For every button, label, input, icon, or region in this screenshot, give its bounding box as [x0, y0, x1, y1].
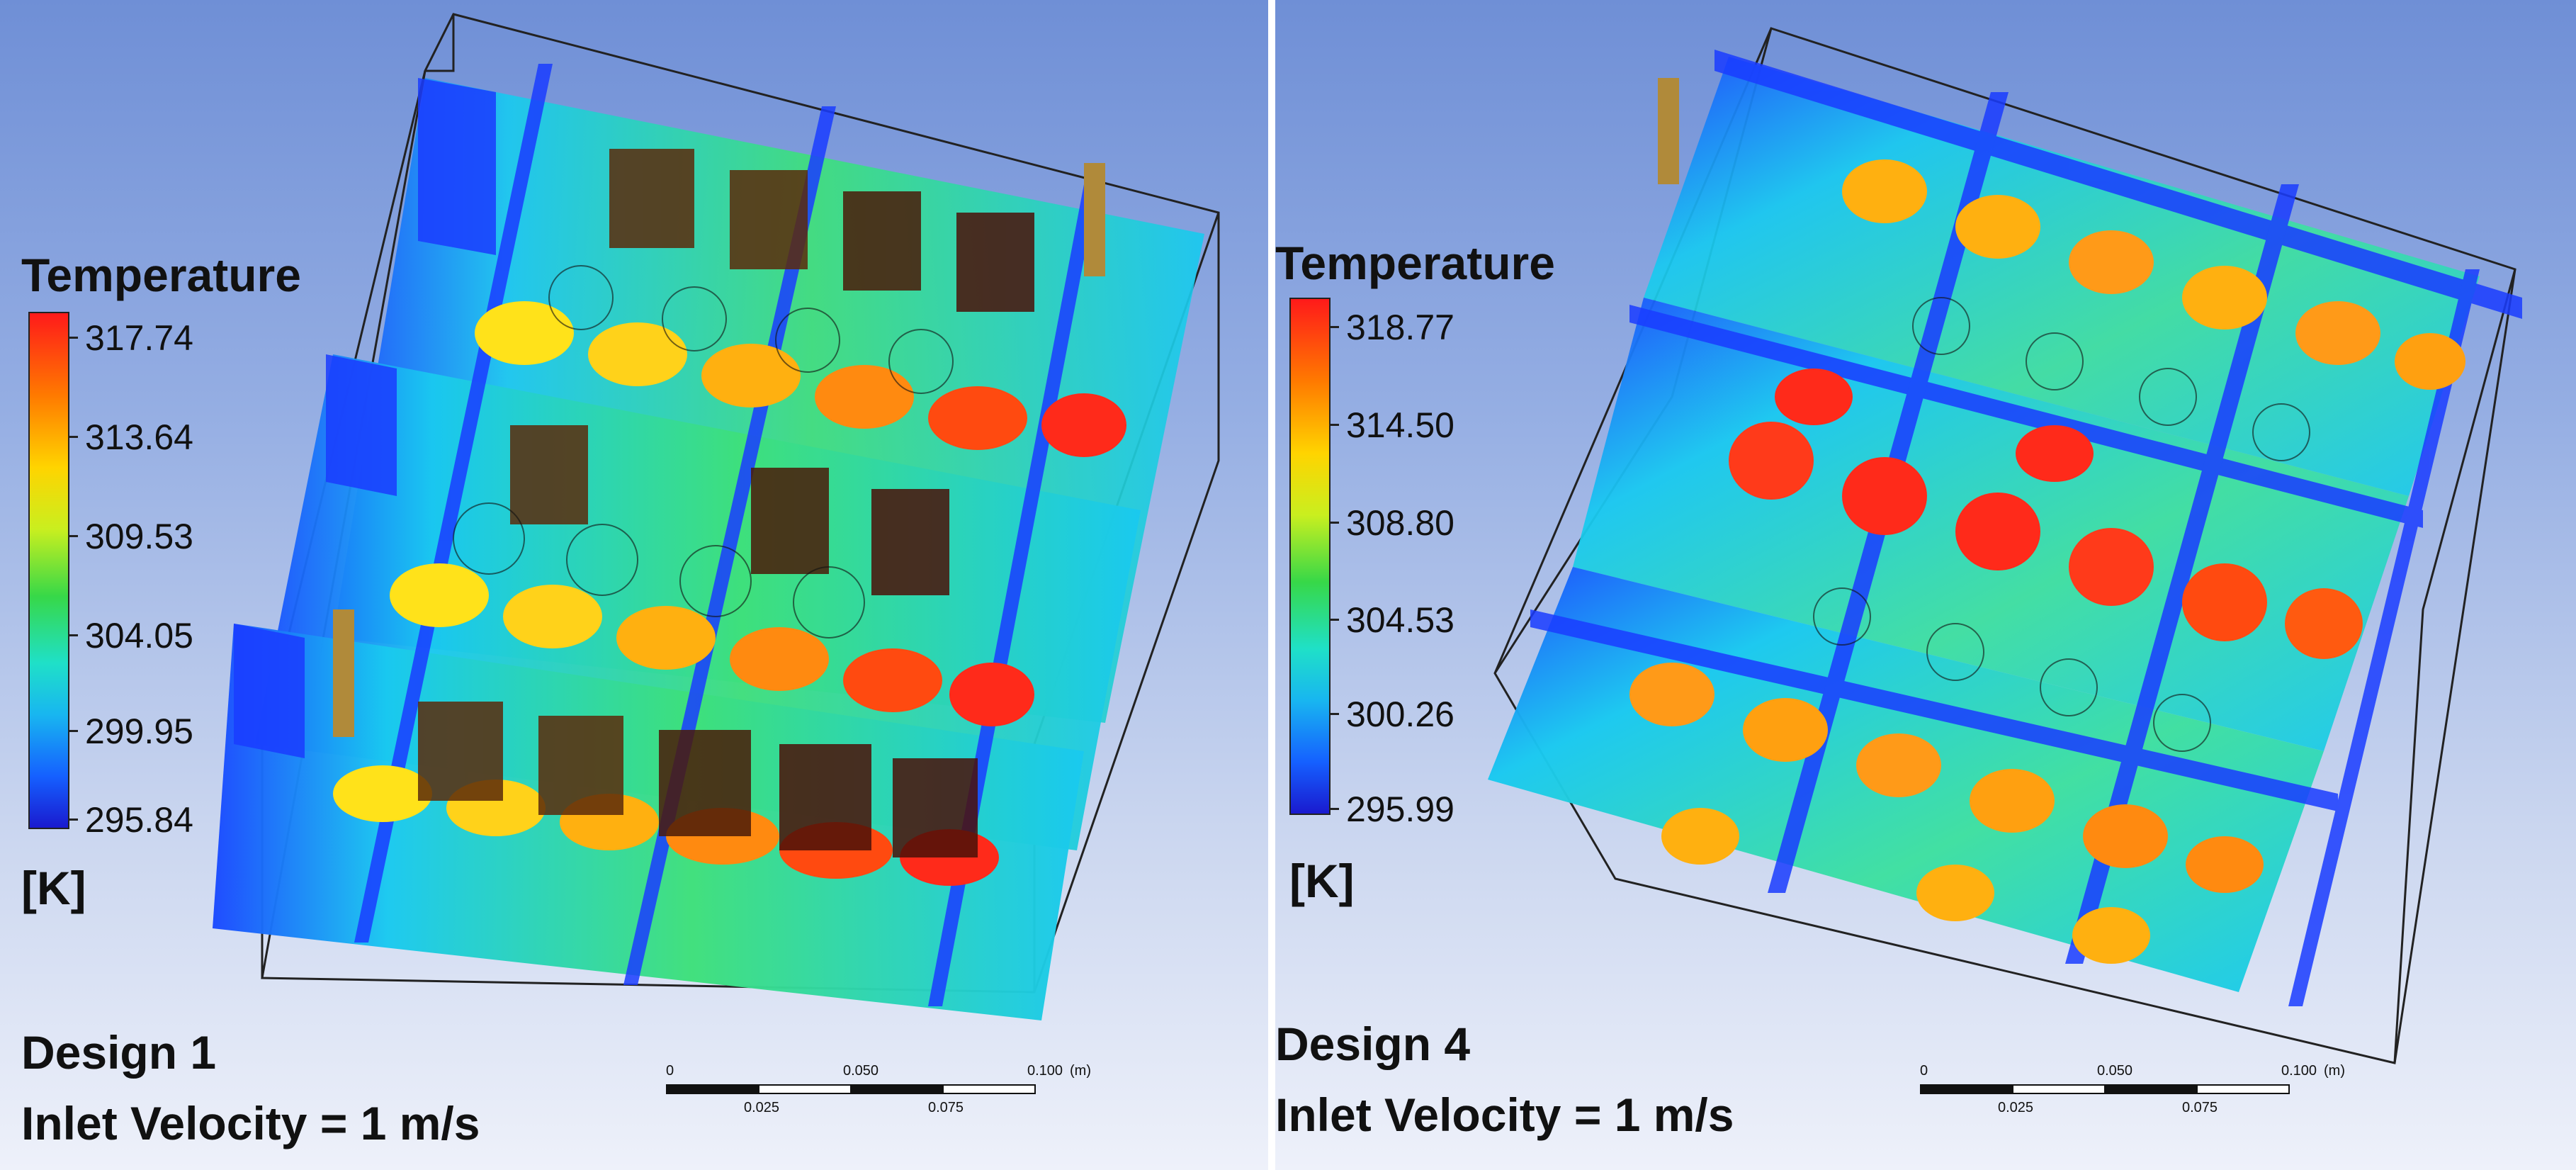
cells-top-layer [475, 149, 1126, 457]
legend-tick: 309.53 [85, 517, 193, 556]
legend-colorbar [28, 312, 69, 829]
legend-tick: 317.74 [85, 318, 193, 358]
cells-middle-layer [390, 425, 1034, 726]
inlet-velocity-label: Inlet Velocity = 1 m/s [1275, 1089, 1734, 1141]
cells-bottom-layer [333, 609, 999, 886]
design-1-cfd-render [213, 13, 1220, 1020]
scale-bar: 0 0.050 0.100 (m) 0.025 0.075 [666, 1063, 1091, 1115]
legend-tick: 314.50 [1346, 405, 1454, 445]
legend-tick: 300.26 [1346, 694, 1454, 734]
legend-tick: 295.99 [1346, 789, 1454, 829]
contour-lines [453, 265, 954, 639]
legend-unit: [K] [21, 862, 86, 914]
legend-tick: 313.64 [85, 417, 193, 457]
panel-separator [1268, 0, 1275, 1170]
legend-tick: 304.53 [1346, 600, 1454, 640]
scale-bar: 0 0.050 0.100 (m) 0.025 0.075 [1920, 1063, 2345, 1115]
legend-tick: 308.80 [1346, 503, 1454, 543]
battery-layer-top [1644, 57, 2480, 496]
legend-tick: 299.95 [85, 711, 193, 751]
design-4-cfd-render [1488, 27, 2522, 1064]
legend-title: Temperature [21, 249, 301, 301]
cells-bottom-layer [1629, 663, 2264, 964]
design-label: Design 1 [21, 1026, 217, 1079]
legend-tick: 318.77 [1346, 308, 1454, 347]
cells-top-layer [1658, 78, 2465, 390]
design-4-panel: Temperature 318.77 314.50 308.80 304.53 … [1275, 0, 2576, 1170]
legend-colorbar [1289, 298, 1331, 815]
cells-middle-layer [1729, 369, 2363, 659]
legend-tick: 295.84 [85, 800, 193, 840]
contour-lines [1813, 297, 2310, 752]
legend-tick: 304.05 [85, 616, 193, 656]
design-label: Design 4 [1275, 1018, 1471, 1070]
design-1-panel: Temperature 317.74 313.64 309.53 304.05 … [0, 0, 1268, 1170]
legend-title: Temperature [1275, 237, 1555, 289]
inlet-velocity-label: Inlet Velocity = 1 m/s [21, 1097, 480, 1149]
legend-unit: [K] [1289, 855, 1355, 907]
